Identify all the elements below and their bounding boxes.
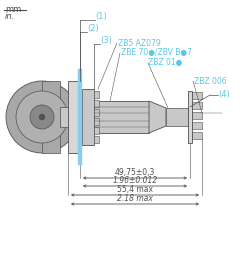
Bar bbox=[192, 112, 202, 119]
Text: ZBZ 01●: ZBZ 01● bbox=[148, 59, 182, 68]
Text: mm: mm bbox=[5, 5, 21, 14]
Text: (4): (4) bbox=[218, 91, 230, 99]
Circle shape bbox=[30, 105, 54, 129]
Text: ZBZ 006: ZBZ 006 bbox=[194, 77, 227, 86]
Bar bbox=[94, 101, 149, 133]
Text: (3): (3) bbox=[100, 37, 112, 46]
Bar bbox=[166, 108, 188, 126]
Bar bbox=[94, 100, 99, 107]
Bar bbox=[94, 136, 99, 143]
Text: (2): (2) bbox=[87, 24, 99, 33]
Bar bbox=[42, 81, 60, 153]
Text: ZBE 70●/ZBV B●7: ZBE 70●/ZBV B●7 bbox=[121, 48, 192, 58]
Bar bbox=[192, 122, 202, 129]
Circle shape bbox=[16, 91, 68, 143]
Circle shape bbox=[6, 81, 78, 153]
Text: ZB5 AZ079: ZB5 AZ079 bbox=[118, 38, 161, 47]
Bar bbox=[82, 89, 94, 145]
Circle shape bbox=[39, 114, 45, 120]
Bar bbox=[94, 91, 99, 98]
Bar bbox=[192, 132, 202, 139]
Text: (1): (1) bbox=[95, 12, 107, 21]
Bar bbox=[192, 102, 202, 109]
Bar bbox=[94, 118, 99, 125]
Text: 2.18 max: 2.18 max bbox=[117, 194, 153, 203]
Bar bbox=[188, 91, 192, 143]
Bar bbox=[94, 109, 99, 116]
Text: 55,4 max: 55,4 max bbox=[117, 185, 153, 194]
Bar bbox=[192, 92, 202, 99]
Text: in.: in. bbox=[5, 12, 15, 21]
Bar bbox=[60, 107, 78, 127]
Bar bbox=[94, 127, 99, 134]
Text: 49,75±0,3: 49,75±0,3 bbox=[115, 168, 155, 177]
Polygon shape bbox=[149, 101, 166, 133]
Text: 1.96±0.012: 1.96±0.012 bbox=[112, 176, 158, 185]
Bar bbox=[68, 81, 78, 153]
Bar bbox=[78, 69, 82, 165]
